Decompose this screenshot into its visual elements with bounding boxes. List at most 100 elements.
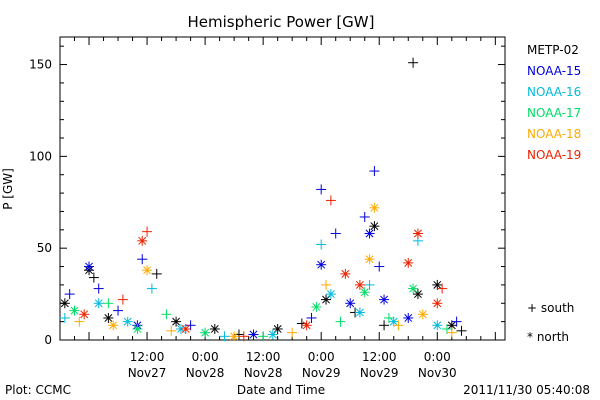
data-points — [59, 57, 467, 342]
data-point — [69, 305, 80, 316]
data-point — [258, 331, 269, 342]
data-point — [383, 312, 394, 323]
data-point — [364, 279, 375, 290]
data-point — [345, 298, 356, 309]
data-point — [137, 235, 148, 246]
data-point — [122, 316, 133, 327]
data-point — [369, 202, 380, 213]
plot-frame — [59, 36, 506, 341]
data-point — [412, 228, 423, 239]
marker-legend-entry: + south — [527, 301, 574, 315]
chart-title: Hemispheric Power [GW] — [188, 13, 375, 31]
data-point — [321, 279, 332, 290]
y-tick-label: 0 — [44, 333, 52, 347]
data-point — [379, 294, 390, 305]
data-point — [59, 298, 70, 309]
data-point — [325, 289, 336, 300]
data-point — [364, 228, 375, 239]
data-point — [417, 309, 428, 320]
data-point — [267, 329, 278, 340]
data-point — [403, 312, 414, 323]
data-point — [437, 283, 448, 294]
data-point — [248, 329, 259, 340]
data-point — [393, 320, 404, 331]
data-point — [219, 331, 230, 342]
data-point — [359, 211, 370, 222]
data-point — [321, 294, 332, 305]
data-point — [171, 316, 182, 327]
data-point — [354, 307, 365, 318]
footer-timestamp: 2011/11/30 05:40:08 — [463, 383, 590, 397]
data-point — [117, 294, 128, 305]
data-point — [209, 323, 220, 334]
x-axis-label: Date and Time — [237, 383, 325, 397]
legend-entry: NOAA-19 — [527, 148, 581, 162]
data-point — [180, 323, 191, 334]
data-point — [408, 57, 419, 68]
data-point — [59, 312, 70, 323]
legend-entry: NOAA-15 — [527, 64, 581, 78]
data-point — [311, 301, 322, 312]
data-point — [64, 289, 75, 300]
legend-entry: NOAA-16 — [527, 85, 581, 99]
data-point — [166, 325, 177, 336]
data-point — [364, 254, 375, 265]
x-tick-time-label: 0:00 — [308, 350, 335, 364]
data-point — [93, 298, 104, 309]
data-point — [301, 320, 312, 331]
x-tick-date-label: Nov29 — [360, 366, 399, 380]
y-tick-label: 150 — [29, 58, 52, 72]
data-point — [113, 305, 124, 316]
x-tick-time-label: 0:00 — [192, 350, 219, 364]
data-point — [335, 316, 346, 327]
x-tick-date-label: Nov30 — [418, 366, 457, 380]
data-point — [238, 331, 249, 342]
data-point — [88, 272, 99, 283]
x-tick-date-label: Nov28 — [244, 366, 283, 380]
data-point — [316, 259, 327, 270]
x-tick-date-label: Nov29 — [302, 366, 341, 380]
data-point — [432, 298, 443, 309]
marker-legend-entry: * north — [527, 330, 569, 344]
data-point — [456, 325, 467, 336]
legend-entry: NOAA-18 — [527, 127, 581, 141]
data-point — [325, 195, 336, 206]
data-point — [316, 184, 327, 195]
data-point — [369, 166, 380, 177]
data-point — [412, 289, 423, 300]
data-point — [451, 316, 462, 327]
x-tick-time-label: 0:00 — [424, 350, 451, 364]
data-point — [74, 316, 85, 327]
legend-entry: NOAA-17 — [527, 106, 581, 120]
data-point — [132, 323, 143, 334]
x-tick-time-label: 12:00 — [246, 350, 281, 364]
data-point — [84, 261, 95, 272]
data-point — [306, 312, 317, 323]
data-point — [379, 320, 390, 331]
y-tick-label: 50 — [37, 241, 52, 255]
legend: METP-02 NOAA-15 NOAA-16 NOAA-17 NOAA-18 NOAA-… — [527, 43, 581, 344]
data-point — [340, 268, 351, 279]
data-point — [137, 254, 148, 265]
data-point — [142, 265, 153, 276]
data-point — [408, 283, 419, 294]
x-tick-time-label: 12:00 — [130, 350, 165, 364]
data-point — [79, 309, 90, 320]
data-point — [403, 257, 414, 268]
data-point — [200, 327, 211, 338]
data-point — [330, 228, 341, 239]
data-point — [93, 283, 104, 294]
data-point — [103, 312, 114, 323]
data-point — [229, 331, 240, 342]
y-axis-label: P [GW] — [1, 168, 15, 210]
x-tick-time-label: 12:00 — [362, 350, 397, 364]
data-point — [432, 320, 443, 331]
x-axis: 12:00 Nov27 0:00 Nov28 12:00 Nov28 0:00 Nov29 12… — [59, 37, 496, 380]
data-point — [354, 279, 365, 290]
data-point — [108, 320, 119, 331]
data-point — [369, 221, 380, 232]
data-point — [151, 268, 162, 279]
data-point — [316, 239, 327, 250]
data-point — [161, 309, 172, 320]
